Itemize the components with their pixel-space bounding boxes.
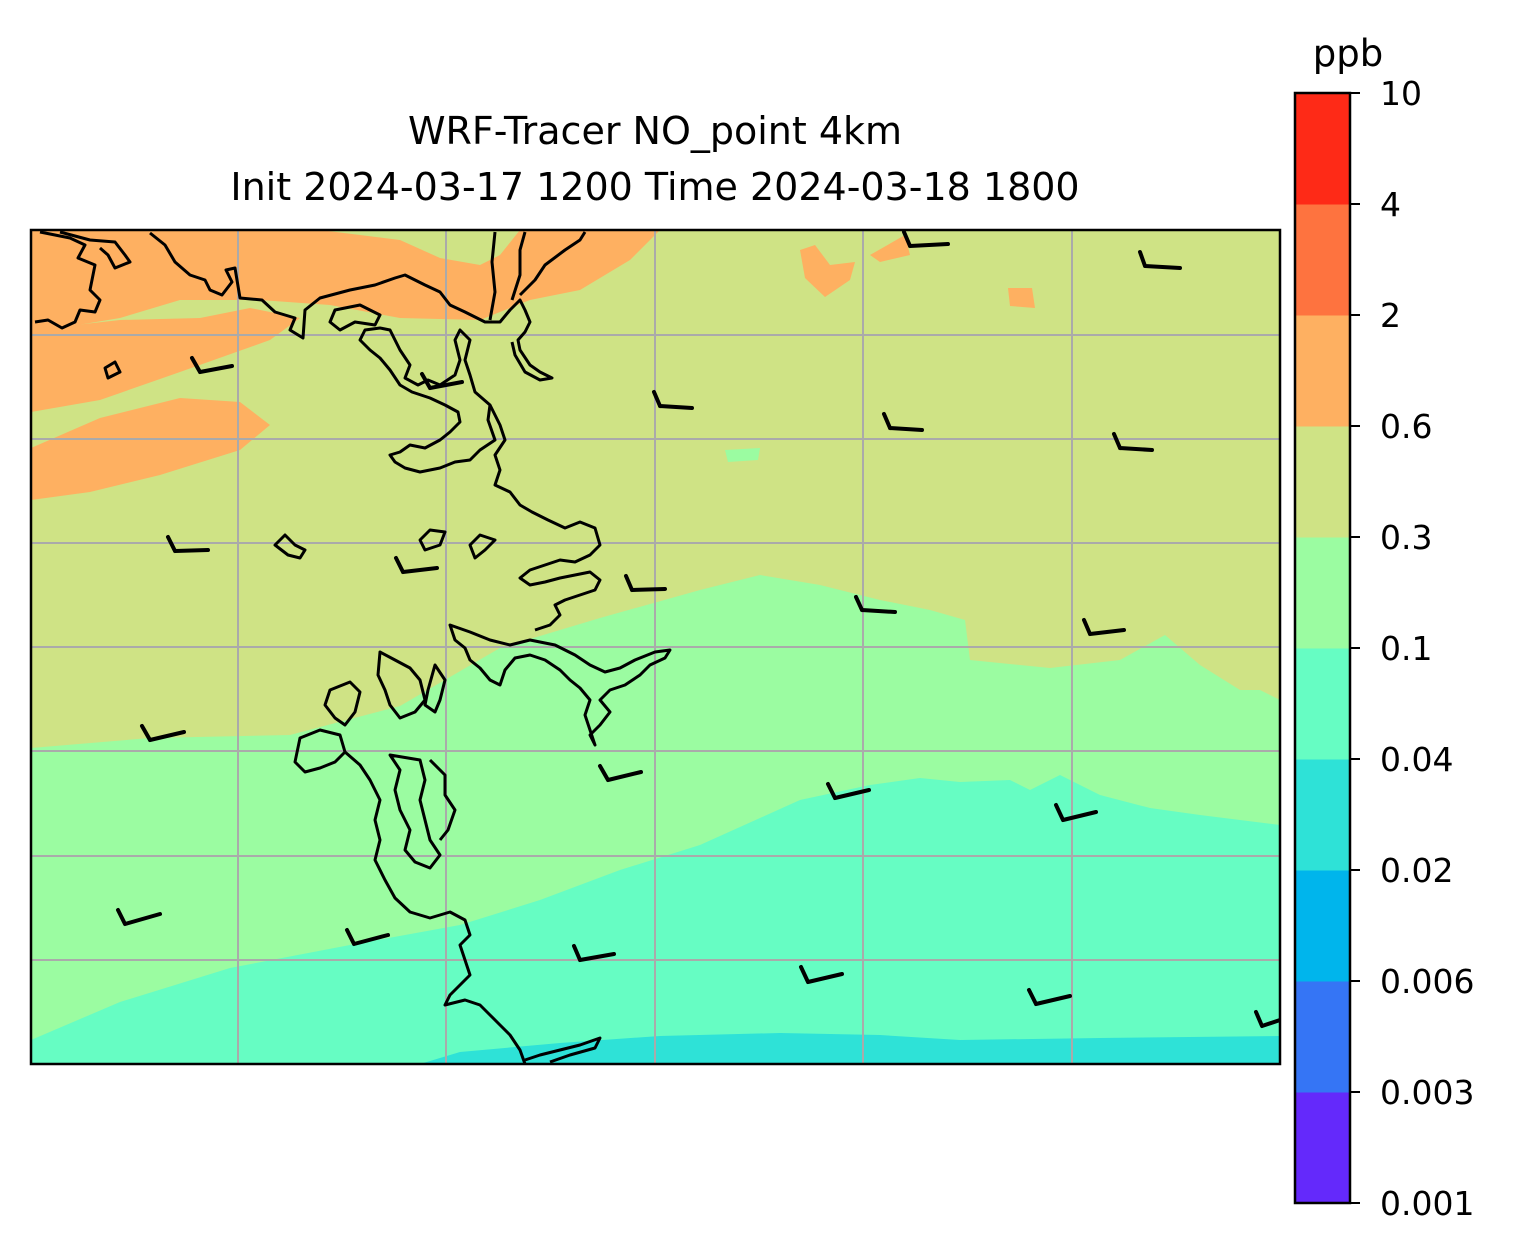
colorbar-segment [1295,648,1350,760]
colorbar-tick-label: 0.6 [1380,407,1432,446]
colorbar-ticks: 0.001 0.003 0.006 0.02 0.04 0.1 0.3 0.6 2 4 10 [1350,74,1474,1223]
colorbar-unit: ppb [1313,32,1383,75]
colorbar-segment [1295,1092,1350,1204]
colorbar: ppb 0.001 0.003 0.006 0.02 0.04 0.1 0.3 0.6 2 4 10 [1293,32,1474,1223]
colorbar-segment [1295,759,1350,871]
colorbar-tick-label: 0.1 [1380,629,1432,668]
wind-barb [572,944,616,962]
colorbar-segment [1295,93,1350,205]
band-low-patch [725,448,760,462]
band-high-northwest [31,230,660,335]
wind-barb [1082,618,1126,636]
wind-barb [166,535,210,553]
colorbar-tick-label: 0.3 [1380,518,1432,557]
wind-barb [1138,250,1182,270]
colorbar-tick-label: 4 [1380,185,1401,224]
colorbar-tick-label: 10 [1380,74,1422,113]
colorbar-tick-label: 2 [1380,296,1401,335]
band-high-northeast-patch [1008,288,1035,308]
wind-barb [116,908,162,926]
wind-barb [394,556,439,574]
colorbar-segment [1295,981,1350,1093]
band-high-north-patch [800,245,855,297]
colorbar-tick-label: 0.006 [1380,962,1474,1001]
colorbar-tick-label: 0.02 [1380,851,1453,890]
coastlines [34,230,672,1064]
colorbar-segment [1295,870,1350,982]
colorbar-segments [1295,93,1350,1204]
colorbar-tick-label: 0.001 [1380,1184,1474,1223]
colorbar-segment [1295,204,1350,316]
wind-barb [140,724,186,742]
wind-barb [598,764,643,782]
band-high-west-lower [31,398,270,500]
wind-barb [826,782,871,800]
chart-title-line-1: WRF-Tracer NO_point 4km [407,109,903,153]
wind-barb [1112,432,1154,452]
colorbar-segment [1295,537,1350,649]
wind-barb [1054,803,1098,822]
wind-barb [799,965,844,984]
chart-title-line-2: Init 2024-03-17 1200 Time 2024-03-18 180… [230,165,1080,209]
wind-barb [1254,1010,1280,1028]
wind-barb [882,412,924,432]
colorbar-tick-label: 0.04 [1380,740,1453,779]
wind-barb [1027,988,1072,1006]
wind-barb [190,356,234,374]
wind-barb [624,574,667,592]
band-high-north-patch-2 [870,235,910,262]
colorbar-tick-label: 0.003 [1380,1073,1474,1112]
gridlines [31,230,1280,1064]
map-frame [29,228,1282,1066]
wind-barb [345,928,390,946]
wind-barb [902,230,950,248]
wind-barb [854,595,897,614]
wind-barbs [116,230,1280,1028]
colorbar-segment [1295,426,1350,538]
wind-barb [652,390,694,410]
map-panel [31,230,1280,1064]
band-lowest [420,1033,1280,1064]
wind-barb [420,372,464,390]
colorbar-segment [1295,315,1350,427]
